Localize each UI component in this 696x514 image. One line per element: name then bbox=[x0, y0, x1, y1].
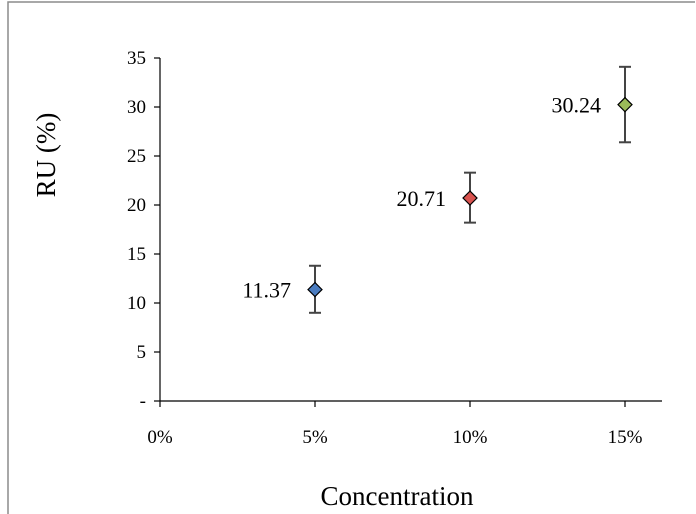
y-tick-label: 30 bbox=[127, 97, 146, 118]
x-axis-title: Concentration bbox=[321, 481, 474, 511]
data-point-label: 11.37 bbox=[242, 278, 291, 303]
data-point-marker bbox=[462, 190, 478, 206]
data-point-marker bbox=[307, 281, 323, 298]
y-axis-title: RU (%) bbox=[31, 113, 61, 198]
x-tick-label: 15% bbox=[608, 427, 643, 448]
chart-border bbox=[7, 1, 695, 514]
y-tick-label: 25 bbox=[127, 146, 146, 167]
x-axis-ticks: 0% 5% 10% 15% bbox=[147, 401, 643, 448]
y-tick-label: 20 bbox=[127, 195, 146, 216]
x-tick-label: 10% bbox=[453, 427, 488, 448]
y-tick-label: - bbox=[140, 391, 146, 412]
y-tick-label: 10 bbox=[127, 293, 146, 314]
data-point-label: 20.71 bbox=[397, 186, 447, 211]
y-axis-ticks: - 5 10 15 20 25 30 35 bbox=[127, 48, 160, 412]
data-point-label: 30.24 bbox=[552, 93, 602, 118]
data-point-marker bbox=[617, 96, 633, 113]
x-tick-label: 5% bbox=[302, 427, 328, 448]
y-tick-label: 5 bbox=[137, 342, 147, 363]
y-tick-label: 35 bbox=[127, 48, 146, 69]
data-points: 11.37 20.71 30.24 bbox=[242, 65, 633, 314]
x-tick-label: 0% bbox=[147, 427, 173, 448]
y-tick-label: 15 bbox=[127, 244, 146, 265]
